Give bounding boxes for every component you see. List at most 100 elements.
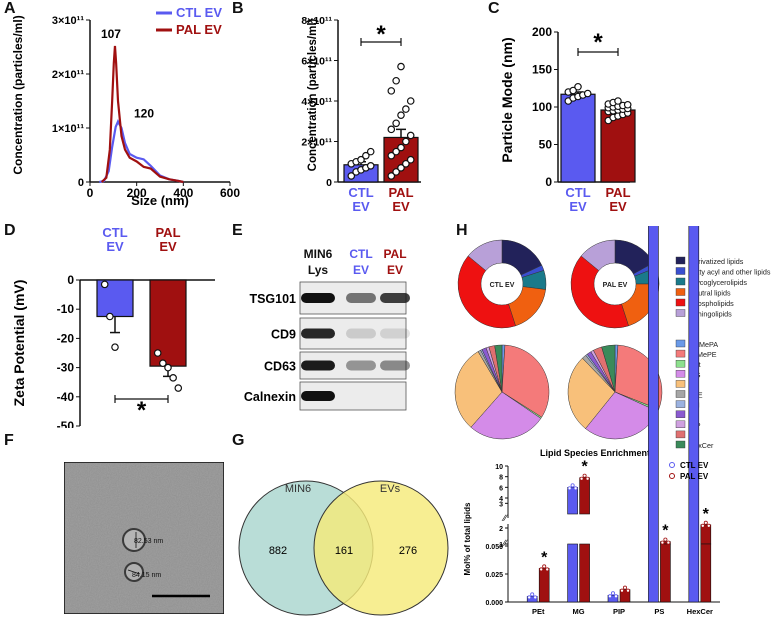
data-point bbox=[392, 168, 400, 176]
blot-band bbox=[380, 293, 410, 303]
legend-label: BisMePA bbox=[689, 340, 718, 349]
enrich-legend-marker bbox=[669, 462, 675, 468]
enrich-bar bbox=[526, 596, 538, 603]
a-x-tick-label: 600 bbox=[220, 186, 240, 200]
y-tick-label: -20 bbox=[57, 331, 75, 345]
blot-band bbox=[346, 328, 376, 339]
enrich-point bbox=[567, 486, 572, 491]
data-point bbox=[614, 97, 622, 105]
legend-swatch bbox=[675, 380, 686, 388]
y-tick-label: -50 bbox=[57, 419, 75, 428]
category-label: CTL bbox=[348, 185, 373, 200]
panel-letter-f: F bbox=[4, 432, 14, 449]
blot-column-label: Lys bbox=[308, 263, 329, 277]
legend-label: Derivatized lipids bbox=[689, 257, 744, 266]
enrich-point bbox=[625, 588, 630, 593]
blot-column-label: EV bbox=[387, 263, 403, 277]
a-legend-label: PAL EV bbox=[176, 22, 222, 37]
legend-swatch bbox=[675, 420, 686, 429]
data-point bbox=[392, 76, 400, 85]
panel-c-ylabel: Particle Mode (nm) bbox=[499, 37, 515, 162]
blot-band bbox=[301, 360, 335, 371]
enrich-point bbox=[527, 595, 532, 600]
panel-a-size-distribution-chart: Concentration (particles/ml) Size (nm) 0… bbox=[11, 5, 240, 208]
category-label: PAL bbox=[605, 185, 630, 200]
data-point bbox=[347, 172, 356, 180]
a-y-tick-label: 1×10¹¹ bbox=[52, 123, 84, 135]
blot-row-label: TSG101 bbox=[249, 292, 296, 306]
venn-circle-evs bbox=[313, 480, 449, 616]
legend-label: Glycoglycerolipids bbox=[689, 278, 747, 287]
data-point bbox=[100, 280, 109, 289]
blot-column-label: CTL bbox=[349, 247, 372, 261]
pie-slice bbox=[570, 255, 629, 329]
y-tick-label: 0 bbox=[326, 177, 332, 189]
pie-slice bbox=[494, 344, 503, 393]
enrich-y-tick-label: 0.000 bbox=[485, 600, 503, 607]
panel-b-ylabel: Concentration (particles/ml) bbox=[307, 18, 319, 171]
blot-band bbox=[301, 293, 335, 303]
panel-letter-b: B bbox=[232, 0, 244, 17]
panel-h-lipidomics: CTL EV PAL EV Derivatized lipids Fatty acy… bbox=[454, 226, 771, 616]
a-series-pal bbox=[100, 45, 184, 184]
data-point bbox=[387, 87, 396, 95]
enrich-y-tick-label: 6 bbox=[499, 485, 503, 492]
blot-row-label: CD63 bbox=[264, 360, 296, 374]
panel-g-venn-diagram: MIN6 EVs 882 161 276 bbox=[238, 480, 449, 616]
measure-label-2: 84.15 nm bbox=[132, 572, 161, 579]
panel-letter-c: C bbox=[488, 0, 500, 17]
enrich-bar bbox=[688, 226, 700, 603]
category-label: PAL bbox=[388, 185, 413, 200]
y-tick-label: -40 bbox=[57, 390, 75, 404]
enrich-y-tick-label: 2 bbox=[499, 526, 503, 533]
data-point bbox=[397, 164, 405, 172]
legend-label: HexCer bbox=[689, 441, 714, 450]
panel-a-xlabel: Size (nm) bbox=[131, 193, 189, 208]
enrich-point bbox=[619, 588, 624, 593]
a-y-tick-label: 0 bbox=[78, 177, 84, 189]
category-label: EV bbox=[569, 199, 587, 214]
enrich-point bbox=[579, 476, 584, 481]
a-series-ctl bbox=[99, 119, 184, 184]
legend-swatch bbox=[675, 277, 686, 286]
pie-slice bbox=[457, 255, 516, 329]
legend-label: LdMePE bbox=[689, 350, 717, 359]
enrich-point bbox=[607, 594, 612, 599]
enrich-y-tick-label: 0.025 bbox=[485, 572, 503, 579]
enrich-bar-lower bbox=[567, 543, 578, 603]
enrich-bar bbox=[567, 487, 578, 515]
panel-a-ylabel: Concentration (particles/ml) bbox=[11, 15, 25, 174]
panel-f-tem-image: 82.53 nm 84.15 nm bbox=[64, 462, 224, 614]
data-point bbox=[397, 111, 405, 119]
enrich-significance-star: * bbox=[581, 459, 588, 476]
legend-swatch bbox=[675, 430, 686, 439]
category-label: CTL bbox=[102, 225, 127, 240]
y-tick-label: 0 bbox=[67, 273, 74, 287]
venn-label-min6: MIN6 bbox=[285, 483, 311, 495]
y-tick-label: 2×10¹¹ bbox=[301, 137, 332, 149]
pie-slice bbox=[508, 286, 546, 327]
y-tick-label: 50 bbox=[539, 138, 553, 152]
enrich-point bbox=[582, 473, 587, 478]
data-point bbox=[392, 119, 400, 128]
data-point bbox=[569, 86, 577, 95]
category-label: EV bbox=[106, 239, 124, 254]
data-point bbox=[406, 155, 415, 164]
enrichment-ylabel: Mol% of total lipids bbox=[463, 502, 472, 575]
data-point bbox=[574, 82, 582, 91]
y-tick-label: 200 bbox=[532, 25, 552, 39]
enrich-y-tick-label: 4 bbox=[499, 496, 503, 503]
enrich-legend-label: PAL EV bbox=[680, 472, 709, 481]
venn-count-overlap: 161 bbox=[335, 545, 353, 557]
panel-c-particle-mode-chart: Particle Mode (nm) 050100150200CTLEVPALE… bbox=[499, 25, 636, 214]
y-tick-label: 8×10¹¹ bbox=[301, 15, 332, 27]
significance-star: * bbox=[376, 21, 386, 48]
pie-slice bbox=[580, 239, 616, 271]
legend-swatch bbox=[675, 370, 686, 378]
a-legend-label: CTL EV bbox=[176, 5, 222, 20]
venn-count-right: 276 bbox=[399, 545, 417, 557]
enrich-category-label: MG bbox=[573, 607, 585, 616]
y-tick-label: -30 bbox=[57, 361, 75, 375]
enrich-point bbox=[530, 592, 535, 597]
legend-swatch bbox=[675, 410, 686, 418]
